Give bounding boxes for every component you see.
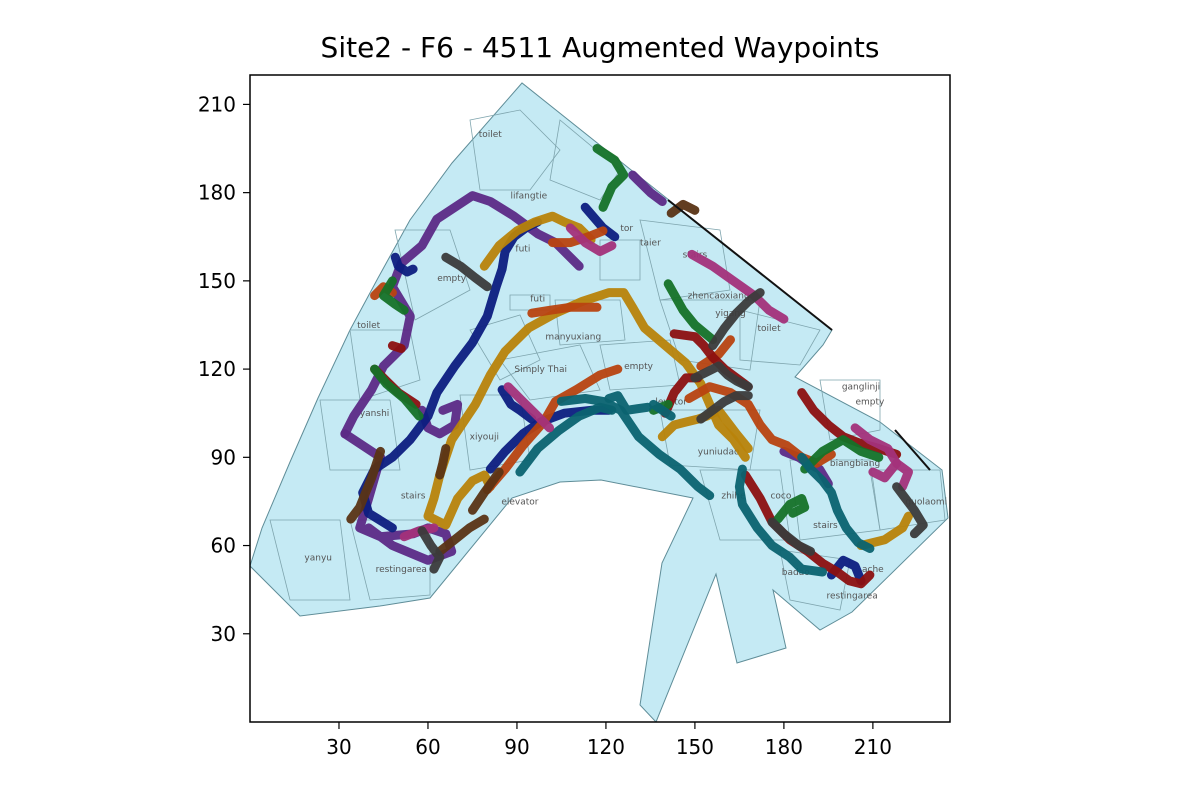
waypoint-trajectory bbox=[435, 444, 451, 480]
waypoint-trajectory bbox=[592, 144, 629, 212]
waypoint-trajectory bbox=[565, 223, 617, 256]
boundary-line bbox=[894, 429, 931, 471]
waypoint-trajectory bbox=[441, 252, 492, 292]
x-axis: 30 60 90 120 150 180 210 bbox=[326, 722, 892, 759]
y-axis: 30 60 90 120 150 180 210 bbox=[198, 92, 250, 646]
room-label: futi bbox=[530, 294, 545, 304]
room-label: futi bbox=[515, 244, 530, 254]
waypoint-trajectory bbox=[387, 341, 406, 353]
y-tick-label: 30 bbox=[211, 622, 236, 646]
y-tick-label: 150 bbox=[198, 269, 236, 293]
room-label: restingarea bbox=[826, 591, 877, 601]
room-label: elevator bbox=[501, 497, 538, 507]
x-tick-label: 30 bbox=[326, 735, 351, 759]
waypoint-trajectory bbox=[666, 199, 700, 218]
boundary-line bbox=[667, 199, 833, 331]
y-tick-label: 120 bbox=[198, 357, 236, 381]
map-title: Site2 - F6 - 4511 Augmented Waypoints bbox=[321, 31, 880, 64]
room-label: restingarea bbox=[376, 565, 427, 575]
waypoint-trajectory bbox=[708, 288, 765, 351]
x-tick-label: 120 bbox=[587, 735, 625, 759]
waypoint-trajectory bbox=[346, 446, 385, 524]
room-label: toilet bbox=[357, 321, 381, 331]
waypoint-trajectory bbox=[892, 458, 913, 492]
waypoint-trajectory bbox=[479, 211, 596, 271]
waypoint-trajectory bbox=[696, 391, 753, 424]
waypoint-trajectory bbox=[379, 276, 409, 315]
room-label: stairs bbox=[813, 521, 838, 531]
waypoint-trajectory bbox=[767, 517, 816, 556]
y-tick-label: 180 bbox=[198, 181, 236, 205]
waypoint-trajectory bbox=[604, 391, 652, 415]
room-label: yanyu bbox=[304, 553, 332, 563]
waypoint-trajectory bbox=[527, 302, 602, 318]
waypoint-trajectory bbox=[628, 170, 667, 206]
room-label: zhihe bbox=[721, 491, 746, 501]
room-label: yanshi bbox=[360, 409, 389, 419]
room-label: coco bbox=[770, 491, 791, 501]
room-label: guolaomi bbox=[905, 497, 947, 507]
waypoint-trajectory bbox=[800, 435, 884, 474]
room-label: taier bbox=[640, 239, 661, 249]
room-label: xiyouji bbox=[470, 433, 499, 443]
waypoint-series bbox=[340, 144, 928, 589]
waypoint-trajectory bbox=[734, 464, 827, 577]
room-label: zhencaoxiang bbox=[688, 292, 750, 302]
waypoint-trajectory bbox=[892, 482, 928, 539]
waypoint-trajectory bbox=[690, 361, 753, 392]
room-label: manyuxiang bbox=[545, 333, 601, 343]
waypoint-trajectory bbox=[850, 423, 902, 483]
room-label: toilet bbox=[758, 324, 782, 334]
room-label: badao bbox=[782, 568, 810, 578]
waypoint-trajectory bbox=[515, 402, 617, 477]
x-tick-label: 60 bbox=[415, 735, 440, 759]
room-label: lifangtie bbox=[510, 192, 547, 202]
room-label: stairs bbox=[401, 491, 426, 501]
room-label: tor bbox=[620, 224, 633, 234]
waypoint-trajectory bbox=[417, 526, 445, 574]
y-tick-label: 210 bbox=[198, 92, 236, 116]
waypoint-trajectory bbox=[856, 511, 913, 550]
y-tick-label: 90 bbox=[211, 445, 236, 469]
waypoint-trajectory bbox=[468, 467, 504, 515]
room-label: ganglinji bbox=[842, 383, 880, 393]
waypoint-trajectory bbox=[417, 399, 463, 439]
room-label: toilet bbox=[479, 130, 503, 140]
room-label: yuniudao bbox=[698, 447, 740, 457]
waypoint-trajectory bbox=[740, 470, 875, 589]
waypoint-trajectory bbox=[687, 249, 789, 324]
waypoint-trajectory bbox=[435, 288, 750, 480]
room-label: empty bbox=[437, 274, 467, 284]
waypoint-trajectory bbox=[696, 335, 735, 371]
room-label: Simply Thai bbox=[514, 365, 567, 375]
waypoint-trajectory bbox=[390, 252, 418, 277]
y-tick-label: 60 bbox=[211, 534, 236, 558]
waypoint-trajectory bbox=[797, 452, 875, 553]
room-label: empty bbox=[855, 397, 885, 407]
waypoint-trajectory bbox=[648, 399, 676, 421]
x-tick-label: 90 bbox=[504, 735, 529, 759]
waypoint-trajectory bbox=[482, 364, 623, 495]
waypoint-trajectory bbox=[663, 279, 718, 345]
x-tick-label: 150 bbox=[676, 735, 714, 759]
x-tick-label: 210 bbox=[854, 735, 892, 759]
waypoint-trajectory bbox=[423, 470, 495, 530]
waypoint-trajectory bbox=[773, 494, 810, 524]
waypoint-trajectory bbox=[435, 514, 489, 556]
room-label: biangbiang bbox=[830, 459, 880, 469]
room-label: empty bbox=[624, 362, 654, 372]
waypoint-trajectory bbox=[556, 394, 715, 501]
room-label: ache bbox=[862, 565, 884, 575]
x-tick-label: 180 bbox=[765, 735, 803, 759]
waypoint-trajectory bbox=[503, 382, 555, 433]
waypoint-trajectory bbox=[370, 364, 424, 421]
axes-frame bbox=[249, 74, 951, 723]
waypoint-trajectory bbox=[497, 385, 537, 424]
